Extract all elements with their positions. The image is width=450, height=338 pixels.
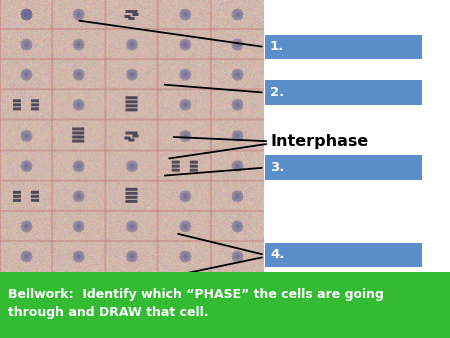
FancyBboxPatch shape [0, 272, 450, 338]
Text: 4.: 4. [270, 248, 284, 261]
FancyBboxPatch shape [265, 155, 422, 180]
Text: 3.: 3. [270, 161, 284, 174]
FancyBboxPatch shape [265, 80, 422, 105]
Text: 2.: 2. [270, 86, 284, 99]
FancyBboxPatch shape [265, 243, 422, 267]
Text: Bellwork:  Identify which “PHASE” the cells are going
through and DRAW that cell: Bellwork: Identify which “PHASE” the cel… [8, 288, 384, 319]
FancyBboxPatch shape [265, 35, 422, 59]
Text: 1.: 1. [270, 41, 284, 53]
Text: Interphase: Interphase [270, 135, 368, 149]
